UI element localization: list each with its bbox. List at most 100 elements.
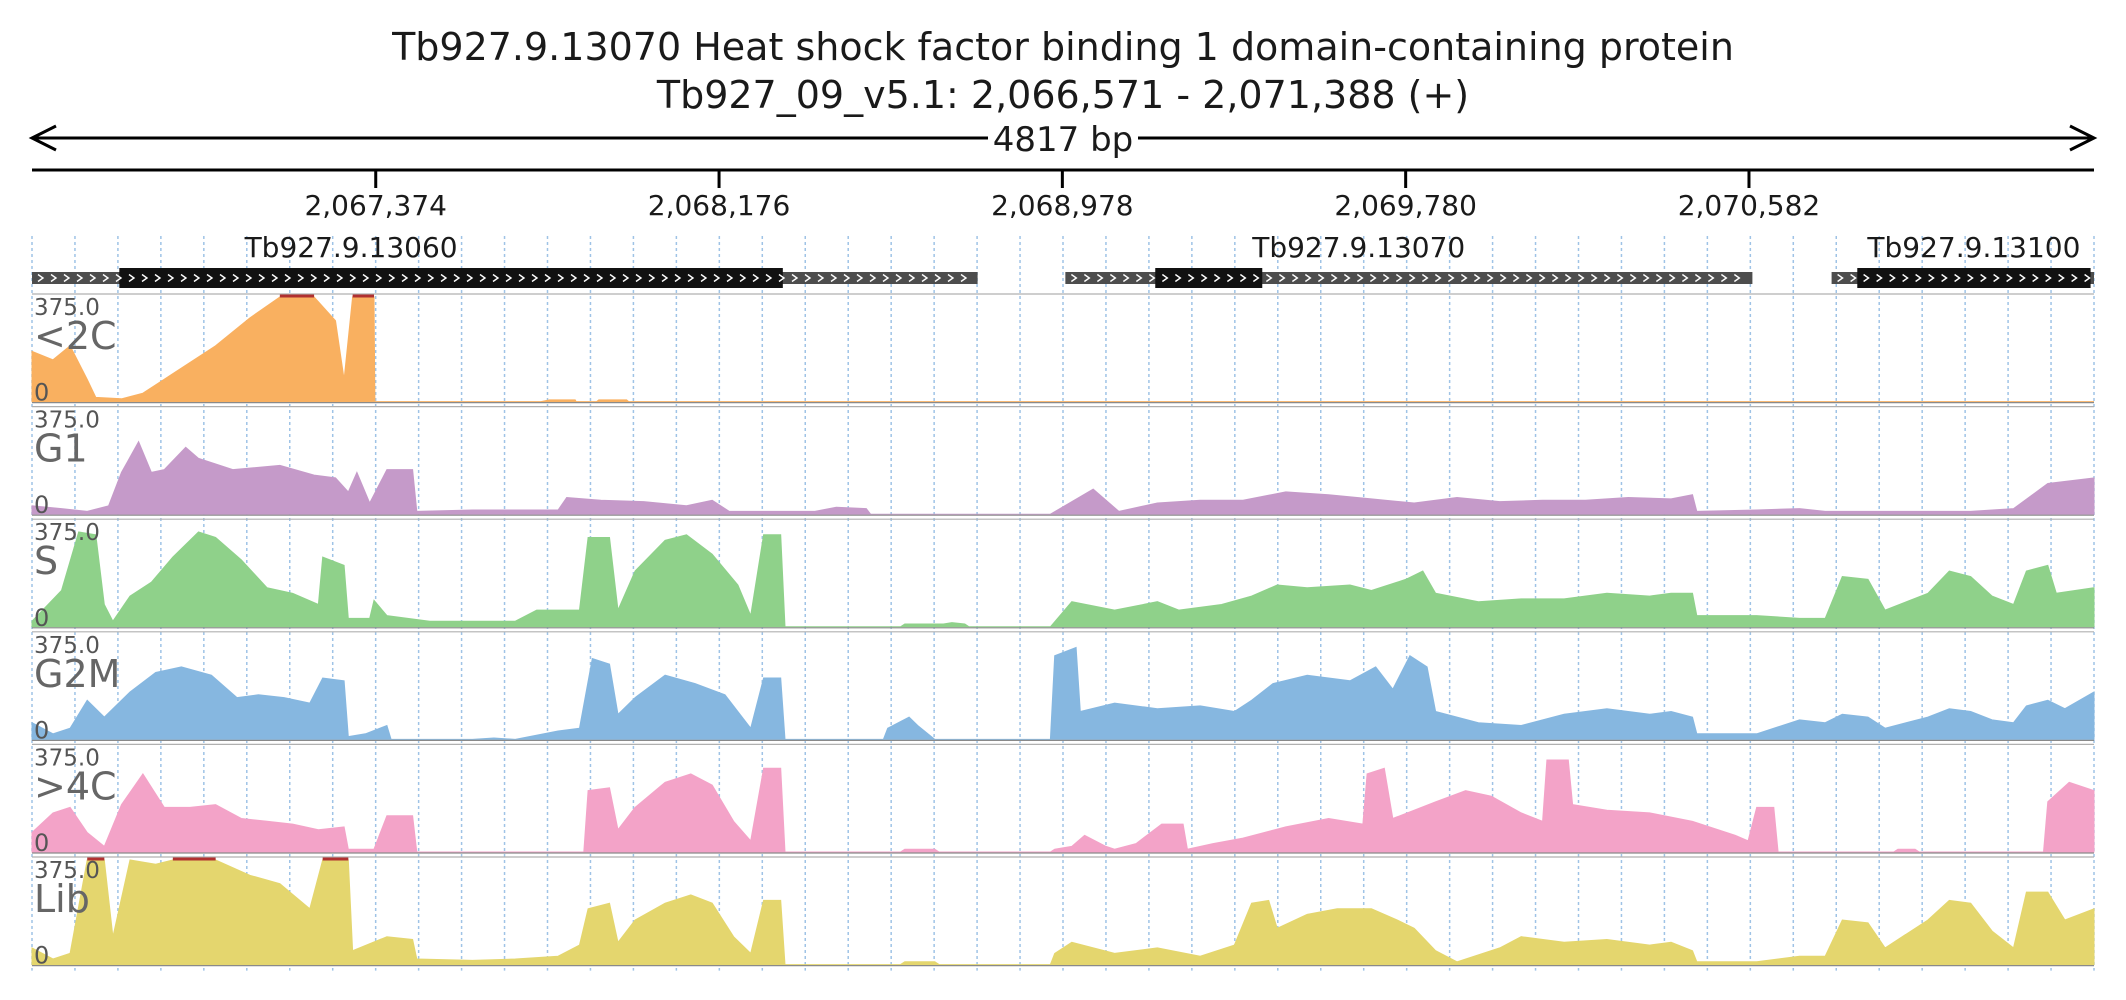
- track-ymax-label: 375.0: [34, 408, 100, 434]
- strand-arrow-icon: [284, 273, 292, 283]
- strand-arrow-icon: [1681, 273, 1689, 283]
- strand-arrow-icon: [1096, 273, 1104, 283]
- strand-arrow-icon: [1642, 273, 1650, 283]
- strand-arrow-icon: [570, 273, 578, 283]
- strand-arrow-icon: [635, 273, 643, 283]
- coverage-area: [31, 759, 2095, 853]
- track-ymax-label: 375.0: [34, 633, 100, 659]
- strand-arrow-icon: [830, 273, 838, 283]
- gene-cds: [1857, 268, 2091, 288]
- strand-arrow-icon: [1564, 273, 1572, 283]
- axis-tick-label: 2,067,374: [304, 189, 447, 222]
- strand-arrow-icon: [219, 273, 227, 283]
- strand-arrow-icon: [466, 273, 474, 283]
- plot-title: Tb927.9.13070 Heat shock factor binding …: [391, 25, 1734, 69]
- track-ymax-label: 375.0: [34, 858, 100, 884]
- track-ymin-label: 0: [34, 604, 49, 632]
- gene-model[interactable]: Tb927.9.13100: [1831, 231, 2094, 288]
- gene-label: Tb927.9.13100: [1866, 231, 2080, 264]
- strand-arrow-icon: [947, 273, 955, 283]
- strand-arrow-icon: [609, 273, 617, 283]
- axis-tick-label: 2,068,176: [648, 189, 791, 222]
- strand-arrow-icon: [1187, 273, 1195, 283]
- span-right-arrow-icon: [2069, 124, 2098, 152]
- strand-arrow-icon: [271, 273, 279, 283]
- strand-arrow-icon: [50, 273, 58, 283]
- strand-arrow-icon: [1460, 273, 1468, 283]
- coverage-track: 375.0G1 0: [31, 406, 2095, 519]
- strand-arrow-icon: [2006, 273, 2013, 283]
- strand-arrow-icon: [1135, 273, 1143, 283]
- strand-arrow-icon: [232, 273, 240, 283]
- strand-arrow-icon: [1928, 273, 1935, 283]
- strand-arrow-icon: [1317, 273, 1325, 283]
- strand-arrow-icon: [362, 273, 370, 283]
- coverage-tracks: 375.0<2C0375.0G10375.0S0375.0G2M0375.0>4…: [31, 293, 2095, 970]
- strand-arrow-icon: [1993, 273, 2000, 283]
- strand-arrow-icon: [518, 273, 526, 283]
- coverage-track: 375.0<2C 0: [31, 293, 2094, 407]
- strand-arrow-icon: [63, 273, 71, 283]
- strand-arrow-icon: [1122, 273, 1130, 283]
- strand-arrow-icon: [1694, 273, 1702, 283]
- strand-arrow-icon: [154, 273, 162, 283]
- strand-arrow-icon: [1499, 273, 1507, 283]
- strand-arrow-icon: [1850, 273, 1857, 283]
- strand-arrow-icon: [128, 273, 136, 283]
- gene-label: Tb927.9.13060: [244, 231, 458, 264]
- strand-arrow-icon: [1876, 273, 1883, 283]
- span-indicator: 4817 bp: [28, 118, 2098, 160]
- strand-arrow-icon: [804, 273, 812, 283]
- strand-arrow-icon: [193, 273, 201, 283]
- strand-arrow-icon: [115, 273, 123, 283]
- strand-arrow-icon: [739, 273, 747, 283]
- strand-arrow-icon: [37, 273, 45, 283]
- strand-arrow-icon: [531, 273, 539, 283]
- strand-arrow-icon: [1083, 273, 1091, 283]
- track-ymin-label: 0: [34, 491, 49, 519]
- gene-model[interactable]: Tb927.9.13070: [1065, 231, 1753, 288]
- strand-arrow-icon: [726, 273, 734, 283]
- strand-arrow-icon: [1967, 273, 1974, 283]
- strand-arrow-icon: [167, 273, 175, 283]
- strand-arrow-icon: [1902, 273, 1909, 283]
- strand-arrow-icon: [310, 273, 318, 283]
- strand-arrow-icon: [375, 273, 383, 283]
- strand-arrow-icon: [778, 273, 786, 283]
- strand-arrow-icon: [557, 273, 565, 283]
- strand-arrow-icon: [1239, 273, 1247, 283]
- strand-arrow-icon: [414, 273, 422, 283]
- strand-arrow-icon: [1421, 273, 1429, 283]
- strand-arrow-icon: [1954, 273, 1961, 283]
- strand-arrow-icon: [1278, 273, 1286, 283]
- strand-arrow-icon: [596, 273, 604, 283]
- track-ymin-label: 0: [34, 716, 49, 744]
- strand-arrow-icon: [1408, 273, 1416, 283]
- strand-arrow-icon: [206, 273, 214, 283]
- coverage-area: [31, 296, 2094, 403]
- strand-arrow-icon: [349, 273, 357, 283]
- strand-arrow-icon: [1161, 273, 1169, 283]
- strand-arrow-icon: [89, 273, 97, 283]
- strand-arrow-icon: [791, 273, 799, 283]
- strand-arrow-icon: [1070, 273, 1078, 283]
- strand-arrow-icon: [583, 273, 591, 283]
- track-ymin-label: 0: [34, 829, 49, 857]
- strand-arrow-icon: [141, 273, 149, 283]
- coverage-area: [31, 531, 2095, 628]
- track-ymin-label: 0: [34, 942, 49, 970]
- strand-arrow-icon: [1629, 273, 1637, 283]
- track-name: S: [34, 539, 58, 583]
- strand-arrow-icon: [1148, 273, 1156, 283]
- strand-arrow-icon: [297, 273, 305, 283]
- gene-track: Tb927.9.13060 Tb927.9.13070 Tb927.9.13100: [32, 231, 2094, 288]
- strand-arrow-icon: [1486, 273, 1494, 283]
- genome-axis: 2,067,374 2,068,176 2,068,978 2,069,780 2,07…: [32, 168, 2094, 222]
- gene-model[interactable]: Tb927.9.13060: [32, 231, 978, 288]
- strand-arrow-icon: [843, 273, 851, 283]
- strand-arrow-icon: [2019, 273, 2026, 283]
- span-left-arrow-icon: [28, 124, 57, 152]
- strand-arrow-icon: [960, 273, 968, 283]
- strand-arrow-icon: [934, 273, 942, 283]
